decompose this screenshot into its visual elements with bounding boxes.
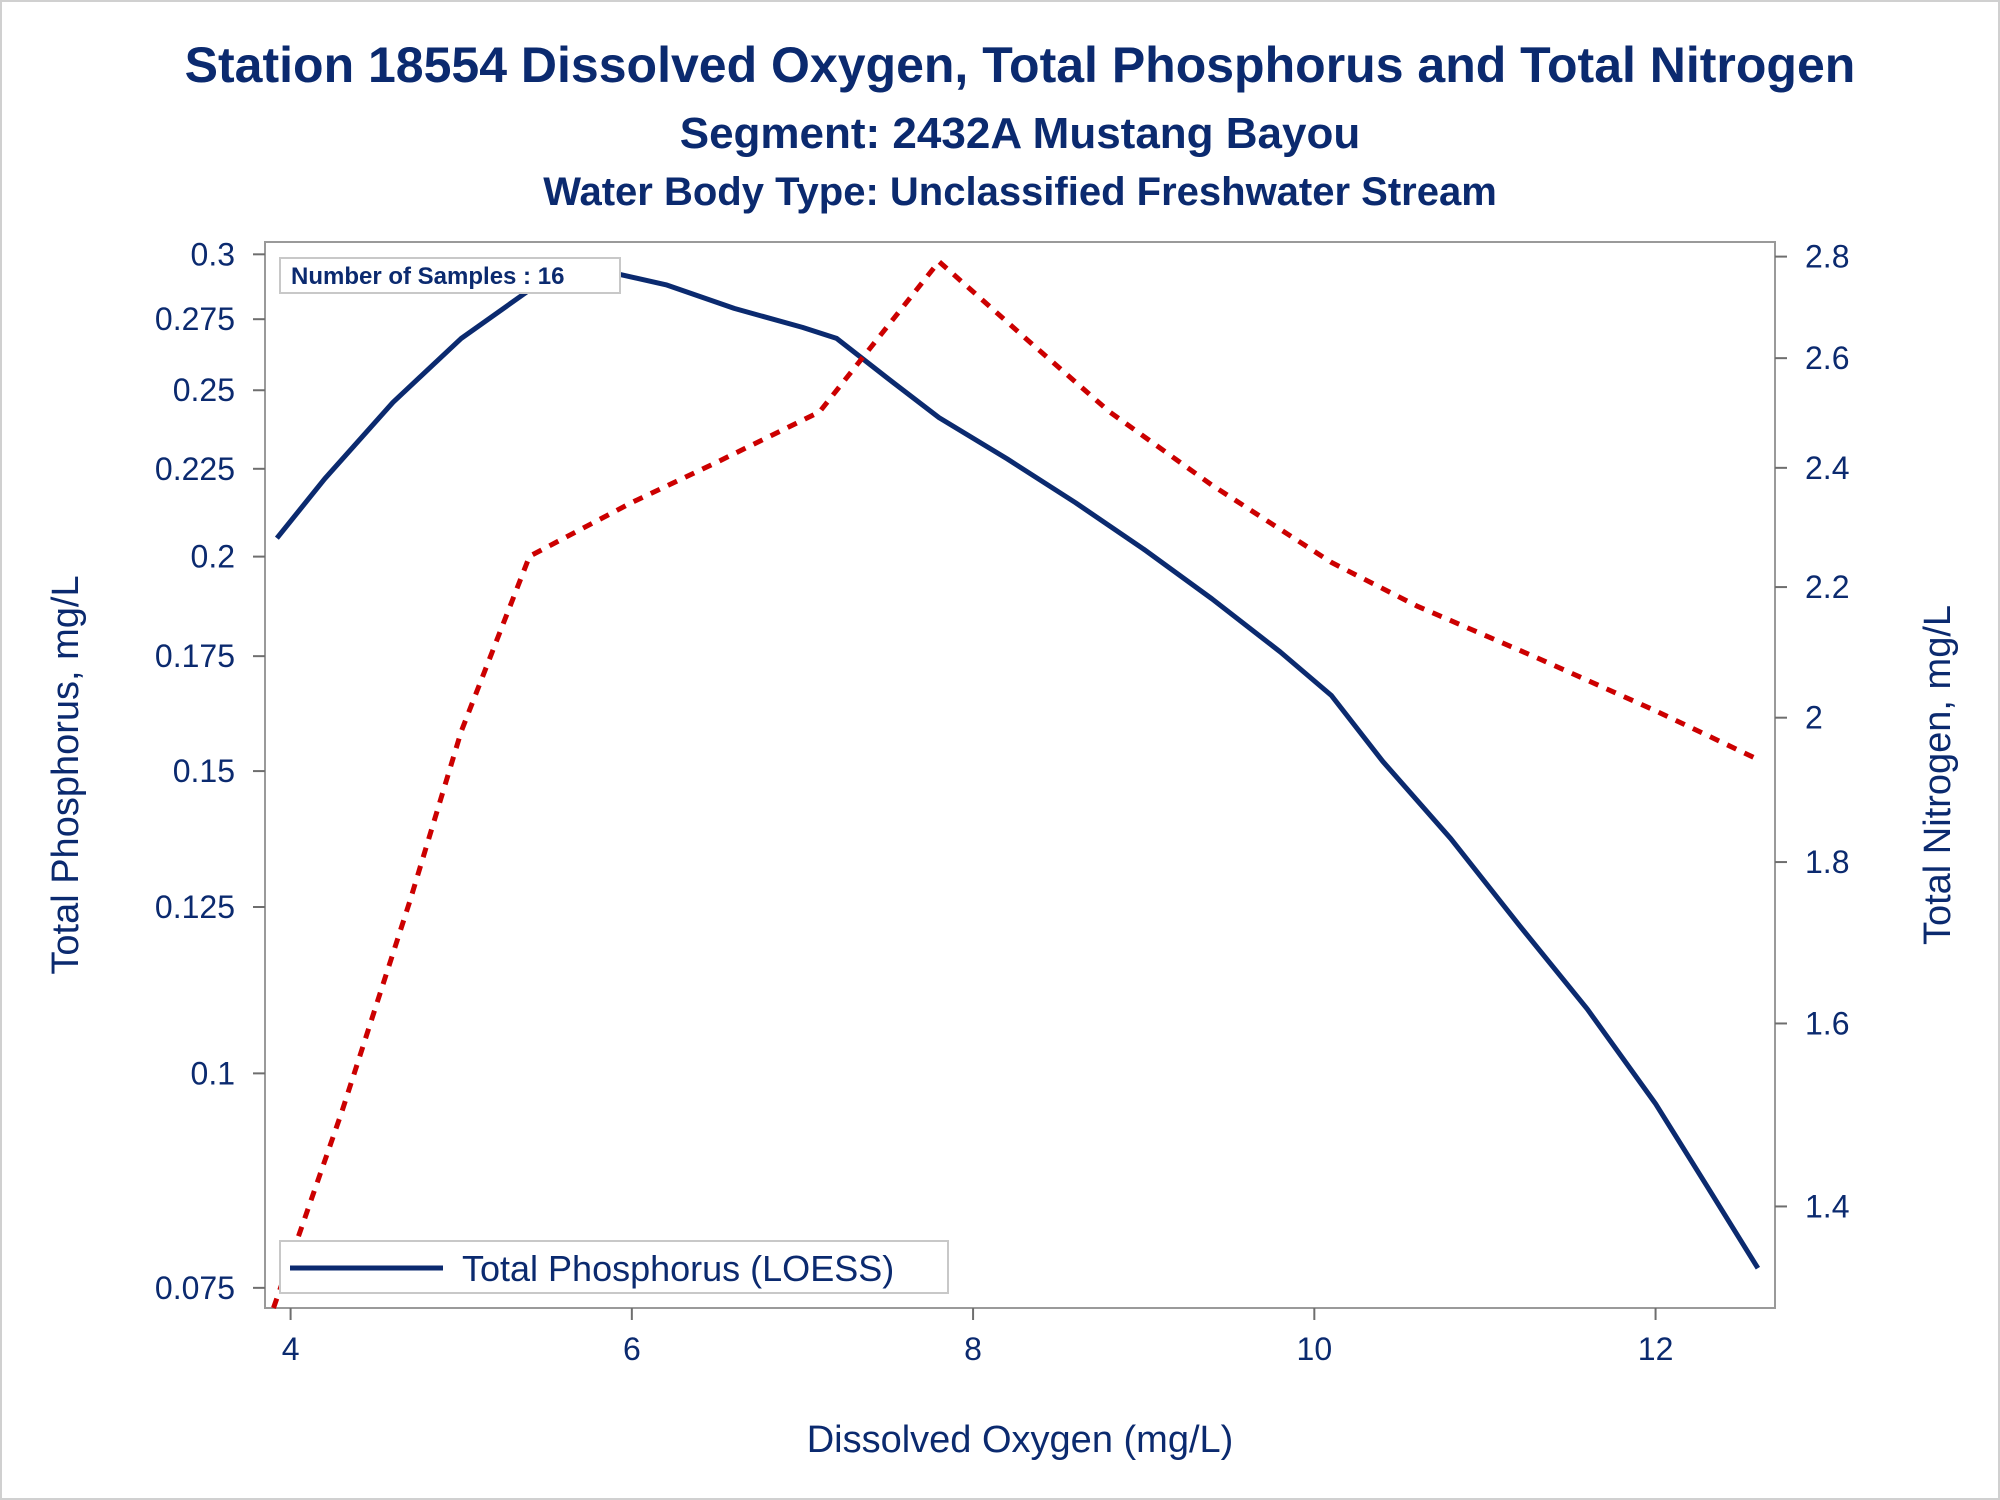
x-tick-label: 6 [623,1331,641,1367]
y-right-tick-label: 1.6 [1805,1005,1849,1041]
y-left-tick-label: 0.175 [155,638,235,674]
y-left-tick-label: 0.1 [191,1055,235,1091]
y-left-tick-label: 0.15 [173,753,235,789]
y-right-tick-label: 1.4 [1805,1188,1849,1224]
y-right-tick-label: 2.6 [1805,340,1849,376]
y-left-tick-label: 0.275 [155,301,235,337]
x-axis-label: Dissolved Oxygen (mg/L) [807,1419,1234,1461]
chart-subtitle: Segment: 2432A Mustang Bayou [680,109,1361,158]
plot-area [264,241,1776,1309]
y-right-tick-label: 2.8 [1805,239,1849,275]
y-right-tick-label: 2 [1805,700,1823,736]
x-tick-label: 10 [1297,1331,1333,1367]
y-left-tick-label: 0.25 [173,372,235,408]
x-tick-label: 4 [282,1331,300,1367]
y-right-tick-label: 1.8 [1805,844,1849,880]
y-axis-right-label: Total Nitrogen, mg/L [1917,605,1959,945]
x-tick-label: 12 [1638,1331,1674,1367]
y-left-tick-label: 0.075 [155,1270,235,1306]
legend: Total Phosphorus (LOESS) [279,1240,949,1294]
y-right-tick-label: 2.4 [1805,450,1849,486]
y-left-tick-label: 0.225 [155,451,235,487]
y-axis-left: 0.075 0.1 0.125 0.15 0.175 0.2 0.225 0.25 0.275 0… [155,236,265,1306]
y-left-tick-label: 0.2 [191,539,235,575]
y-right-tick-label: 2.2 [1805,569,1849,605]
chart-title: Station 18554 Dissolved Oxygen, Total Ph… [185,37,1856,93]
x-axis: 4 6 8 10 12 [282,1308,1674,1367]
y-axis-left-label: Total Phosphorus, mg/L [45,575,87,974]
legend-label-total-phosphorus: Total Phosphorus (LOESS) [462,1248,894,1289]
sample-count-box: Number of Samples : 16 [279,257,621,294]
x-tick-label: 8 [964,1331,982,1367]
series-line-total-nitrogen [271,259,1759,1309]
y-left-tick-label: 0.3 [191,236,235,272]
y-left-tick-label: 0.125 [155,889,235,925]
y-axis-right: 1.4 1.6 1.8 2 2.2 2.4 2.6 2.8 [1775,239,1849,1224]
sample-count-label: Number of Samples : 16 [291,263,564,290]
chart-subtitle-2: Water Body Type: Unclassified Freshwater… [543,170,1497,214]
series-layer [271,259,1761,1309]
series-line-total-phosphorus-loess [274,266,1761,1270]
